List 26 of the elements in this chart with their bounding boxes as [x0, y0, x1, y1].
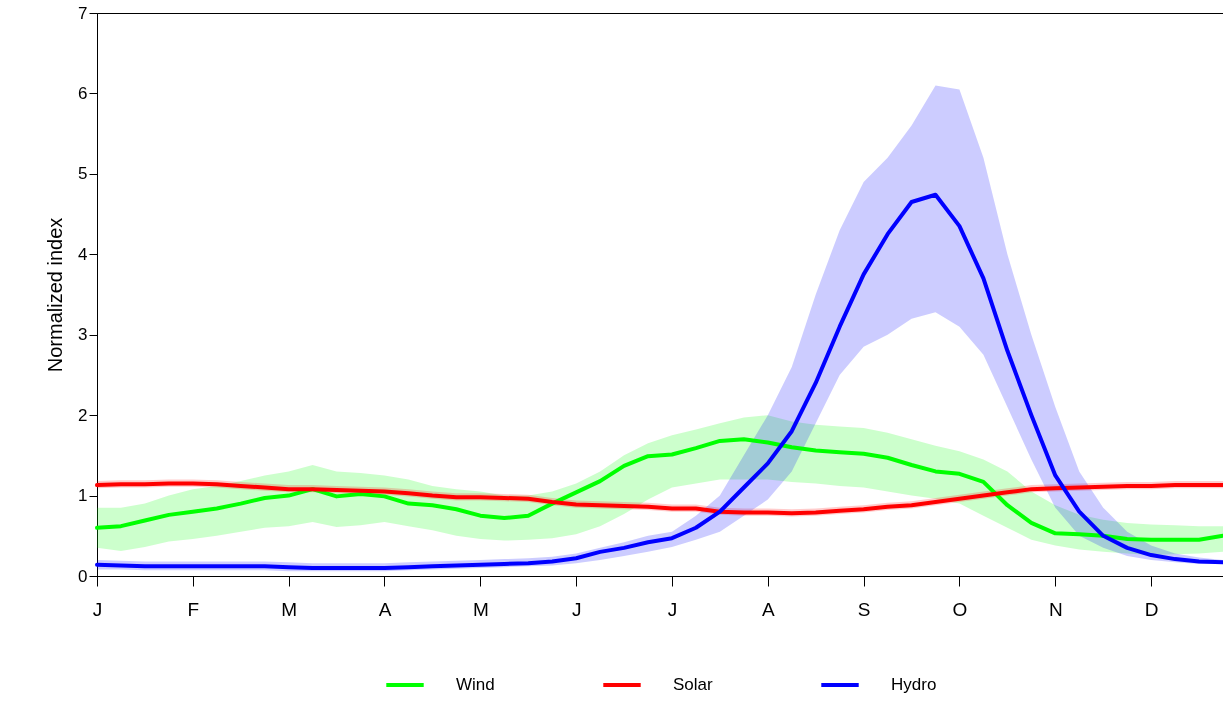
x-tick-label: S	[857, 598, 871, 620]
x-tick-label: A	[378, 598, 392, 620]
x-tick-label: A	[761, 598, 775, 620]
y-tick-label: 3	[78, 325, 88, 345]
x-tick-label: J	[571, 598, 582, 620]
line-series	[95, 192, 1223, 570]
x-tick-label: O	[952, 598, 968, 620]
y-tick-label: 2	[78, 405, 88, 425]
x-tick-label: N	[1048, 598, 1063, 620]
line-series	[95, 437, 1223, 542]
y-tick-label: 4	[78, 244, 88, 264]
y-tick-label: 0	[78, 566, 88, 586]
x-tick-label: J	[92, 598, 103, 620]
x-tick-label: M	[281, 598, 298, 620]
x-tick-label: F	[187, 598, 200, 620]
y-tick-label: 7	[78, 3, 88, 23]
x-tick-label: J	[667, 598, 678, 620]
y-tick-label: 5	[78, 164, 88, 184]
legend-label: Solar	[673, 675, 714, 694]
legend-label: Wind	[456, 675, 495, 694]
y-tick-label: 6	[78, 83, 88, 103]
y-axis-title: Normalized index	[44, 217, 67, 373]
y-tick-label: 1	[78, 486, 88, 506]
x-tick-label: M	[472, 598, 489, 620]
legend-label: Hydro	[891, 675, 937, 694]
x-tick-label: D	[1144, 598, 1159, 620]
